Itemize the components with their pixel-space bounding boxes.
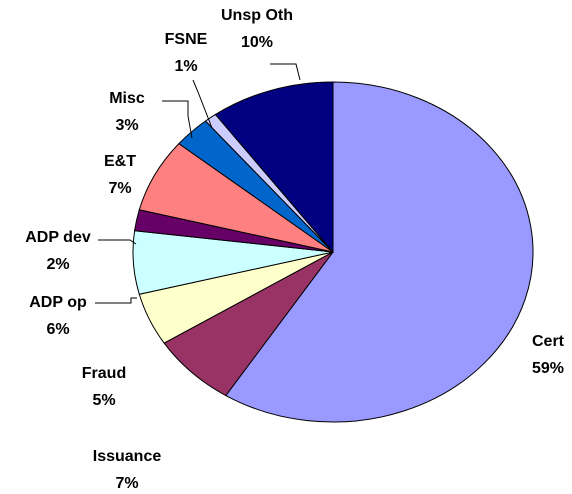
slice-label: Issuance	[93, 448, 162, 465]
pie-slice	[225, 81, 534, 423]
slice-label: Fraud	[82, 365, 126, 382]
slice-label: ADP dev	[25, 229, 91, 246]
leader-line	[98, 239, 137, 245]
slice-value-label: 2%	[46, 256, 69, 273]
leader-line	[95, 297, 137, 304]
slice-label: Misc	[109, 90, 145, 107]
slice-value-label: 7%	[115, 475, 138, 492]
slice-value-label: 10%	[241, 34, 273, 51]
leader-line	[270, 63, 301, 81]
leader-line	[162, 100, 193, 139]
slice-label: ADP op	[29, 294, 87, 311]
slice-value-label: 59%	[532, 360, 564, 377]
slice-value-label: 5%	[92, 392, 115, 409]
slice-label: Unsp Oth	[221, 7, 293, 24]
slice-label: FSNE	[165, 31, 208, 48]
slice-value-label: 1%	[174, 58, 197, 75]
slice-value-label: 6%	[46, 321, 69, 338]
leader-line	[192, 79, 213, 129]
slice-value-label: 3%	[115, 117, 138, 134]
pie-slice	[214, 81, 334, 254]
slice-label: Cert	[532, 333, 565, 350]
slice-label: E&T	[104, 153, 136, 170]
slice-value-label: 7%	[108, 180, 131, 197]
